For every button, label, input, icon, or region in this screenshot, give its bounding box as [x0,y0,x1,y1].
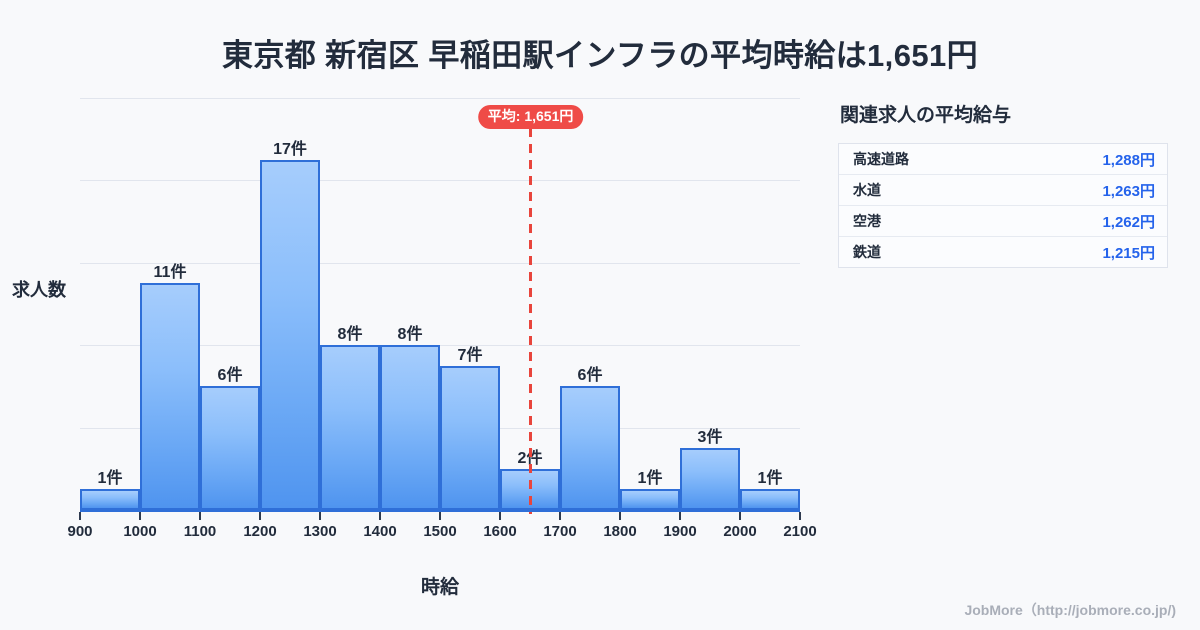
salary-row-value: 1,215円 [1102,244,1155,262]
salary-row-name: 水道 [853,182,881,198]
bar-value-label: 1件 [637,470,663,488]
x-tick-mark [499,512,501,520]
average-line [529,128,533,514]
x-tick-mark [139,512,141,520]
x-tick-mark [79,512,81,520]
salary-row-value: 1,262円 [1102,213,1155,231]
page-title: 東京都 新宿区 早稲田駅インフラの平均時給は1,651円 [221,38,979,73]
bar-value-label: 17件 [273,140,307,158]
x-axis-line [80,510,800,512]
x-tick-mark [199,512,201,520]
x-tick-label: 2000 [723,523,757,540]
salary-row-name: 空港 [853,213,881,229]
gridline [80,262,800,264]
salary-row[interactable]: 水道 1,263円 [839,175,1167,206]
x-tick-label: 1200 [243,523,277,540]
related-salary-title: 関連求人の平均給与 [840,105,1012,126]
bar-value-label: 6件 [577,367,603,385]
bar[interactable] [620,489,680,510]
bar[interactable] [200,386,260,510]
x-tick-label: 1700 [543,523,577,540]
bar[interactable] [440,365,500,510]
x-tick-mark [439,512,441,520]
related-salary-table: 高速道路 1,288円水道 1,263円空港 1,262円鉄道 1,215円 [838,143,1168,268]
x-tick-label: 1000 [123,523,157,540]
x-tick-label: 900 [67,523,93,540]
bar-value-label: 8件 [337,326,363,344]
histogram-chart: 1件11件6件17件8件8件7件2件6件1件3件1件 9001000110012… [12,98,817,598]
y-axis-title: 求人数 [12,280,66,300]
x-tick-mark [259,512,261,520]
bar-value-label: 1件 [97,470,123,488]
x-tick-mark [379,512,381,520]
bar[interactable] [740,489,800,510]
salary-row-value: 1,263円 [1102,182,1155,200]
gridline [80,98,800,99]
bar-value-label: 8件 [397,326,423,344]
x-tick-label: 2100 [783,523,817,540]
bar-value-label: 3件 [697,429,723,447]
bar[interactable] [320,345,380,510]
x-tick-mark [679,512,681,520]
x-tick-label: 1100 [183,523,217,540]
gridline [80,180,800,182]
x-tick-mark [619,512,621,520]
x-tick-label: 1800 [603,523,637,540]
bar[interactable] [140,283,200,510]
bar[interactable] [560,386,620,510]
bar-value-label: 7件 [457,346,483,364]
salary-row[interactable]: 鉄道 1,215円 [839,237,1167,268]
x-tick-label: 1300 [303,523,337,540]
chart-bars: 1件11件6件17件8件8件7件2件6件1件3件1件 [80,98,800,510]
x-tick-label: 1500 [423,523,457,540]
bar[interactable] [80,489,140,510]
bar-value-label: 1件 [757,470,783,488]
bar[interactable] [260,159,320,510]
salary-row-value: 1,288円 [1102,151,1155,169]
salary-row[interactable]: 空港 1,262円 [839,206,1167,237]
x-tick-mark [799,512,801,520]
x-tick-mark [559,512,561,520]
average-badge: 平均: 1,651円 [477,105,584,130]
bar-value-label: 6件 [217,367,243,385]
x-tick-label: 1400 [363,523,397,540]
x-tick-mark [739,512,741,520]
salary-row-name: 鉄道 [853,244,881,260]
bar-value-label: 11件 [153,264,187,282]
salary-row-name: 高速道路 [853,151,909,167]
related-salary-panel: 関連求人の平均給与 高速道路 1,288円水道 1,263円空港 1,262円鉄道 1,… [838,100,1168,268]
bar[interactable] [680,448,740,510]
footer-credit: JobMore（http://jobmore.co.jp/) [964,602,1176,618]
gridline [80,345,800,347]
x-tick-label: 1600 [483,523,517,540]
bar[interactable] [380,345,440,510]
x-axis-title: 時給 [420,577,459,598]
salary-row[interactable]: 高速道路 1,288円 [839,144,1167,175]
x-tick-label: 1900 [663,523,697,540]
x-tick-mark [319,512,321,520]
